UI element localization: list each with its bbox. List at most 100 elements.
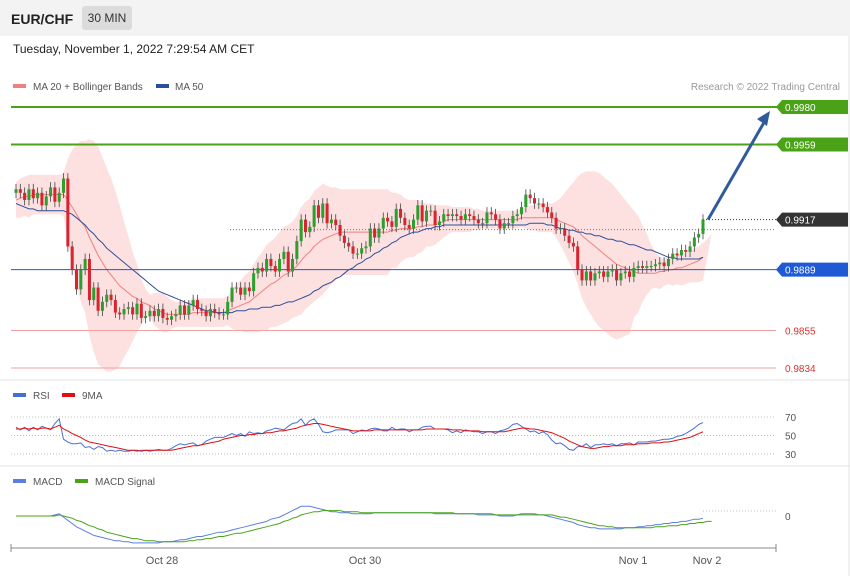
candle-body <box>208 309 212 317</box>
candle-body <box>640 266 645 268</box>
candle-body <box>170 316 174 320</box>
candle-body <box>666 258 670 267</box>
macd-gridlines: 0 <box>703 510 791 523</box>
macd-tick-label: 0 <box>785 512 791 523</box>
resistance-price-label: 0.9980 <box>785 103 816 114</box>
rsi-ma-line <box>16 423 704 452</box>
candle-body <box>420 205 424 222</box>
candle-body <box>295 241 299 259</box>
candle-body <box>468 214 472 217</box>
candle-body <box>87 258 91 301</box>
candle-body <box>247 287 251 292</box>
candle-body <box>135 303 139 315</box>
candle-body <box>165 317 169 320</box>
candle-body <box>27 189 31 200</box>
legend-signal-swatch <box>75 479 88 483</box>
projection-line <box>706 118 768 221</box>
candle-body <box>567 235 571 243</box>
candle-body <box>360 248 364 254</box>
legend-macd-label: MACD <box>33 477 62 488</box>
candle-body <box>411 219 416 229</box>
candle-body <box>692 237 696 247</box>
candle-body <box>554 217 558 229</box>
legend-rsi-ma-swatch <box>62 393 75 397</box>
candle-body <box>623 271 627 274</box>
current-price-label: 0.9917 <box>785 216 816 227</box>
x-tick-label: Oct 30 <box>349 555 381 567</box>
timestamp-label: Tuesday, November 1, 2022 7:29:54 AM CET <box>13 42 255 56</box>
candle-body <box>278 258 282 272</box>
candle-body <box>252 273 256 292</box>
candle-body <box>697 233 701 238</box>
candle-body <box>494 214 498 220</box>
rsi-tick-label: 70 <box>785 413 797 424</box>
candle-body <box>589 271 593 281</box>
candle-body <box>148 310 152 317</box>
candle-body <box>316 205 320 218</box>
candle-body <box>40 192 44 206</box>
candle-body <box>243 287 247 295</box>
rsi-gridlines: 70 50 30 <box>11 413 797 461</box>
candle-body <box>571 242 575 247</box>
candle-body <box>23 192 27 200</box>
candle-body <box>532 198 537 204</box>
candle-body <box>424 210 428 222</box>
candle-body <box>602 271 606 277</box>
candle-body <box>593 273 597 281</box>
resistance-price-label: 0.9959 <box>785 141 816 152</box>
candle-body <box>450 214 454 217</box>
candle-body <box>187 305 191 315</box>
panel-frames <box>0 36 850 576</box>
candle-body <box>79 269 83 290</box>
timeframe-badge[interactable]: 30 MIN <box>82 6 132 30</box>
candle-body <box>109 294 113 301</box>
ma20-line <box>15 194 704 315</box>
candle-body <box>675 253 679 256</box>
candle-body <box>282 251 286 259</box>
candle-body <box>265 258 269 272</box>
candle-body <box>649 266 653 268</box>
candle-body <box>118 312 122 315</box>
candle-body <box>606 271 610 277</box>
macd-line <box>16 505 704 544</box>
candle-body <box>610 269 614 272</box>
candle-body <box>373 228 377 238</box>
bollinger-band <box>16 139 712 372</box>
candle-body <box>234 287 238 289</box>
rsi-tick-label: 50 <box>785 432 797 443</box>
candle-body <box>507 223 511 225</box>
candle-body <box>381 217 385 229</box>
candle-body <box>632 267 636 277</box>
candle-body <box>485 212 489 224</box>
legend-signal-label: MACD Signal <box>95 477 155 488</box>
resistance-price-tag <box>776 137 848 152</box>
candle-body <box>537 203 541 205</box>
candle-body <box>96 287 100 311</box>
candle-body <box>688 246 692 252</box>
candle-body <box>31 189 35 199</box>
candle-body <box>679 250 683 256</box>
x-axis: Oct 28 Oct 30 Nov 1 Nov 2 <box>10 544 777 567</box>
candle-body <box>476 219 480 224</box>
candle-body <box>269 258 273 267</box>
main-legend: MA 20 + Bollinger Bands MA 50 Research ©… <box>13 82 840 93</box>
candle-body <box>57 192 61 202</box>
candle-body <box>308 226 312 233</box>
candle-body <box>377 228 381 238</box>
candle-body <box>256 267 260 274</box>
candle-body <box>182 305 187 315</box>
candle-body <box>195 300 199 310</box>
candle-body <box>558 228 562 230</box>
candle-body <box>576 246 580 270</box>
candle-body <box>394 208 398 227</box>
candle-body <box>515 214 519 217</box>
macd-panel: MACD MACD Signal 0 <box>13 477 791 544</box>
x-tick-label: Nov 2 <box>693 555 722 567</box>
candle-body <box>407 224 411 229</box>
candle-body <box>161 309 165 318</box>
symbol-label: EUR/CHF <box>11 11 74 27</box>
candle-body <box>442 214 446 222</box>
ma50-line <box>15 203 704 314</box>
candle-body <box>701 219 705 234</box>
candle-body <box>524 194 528 208</box>
